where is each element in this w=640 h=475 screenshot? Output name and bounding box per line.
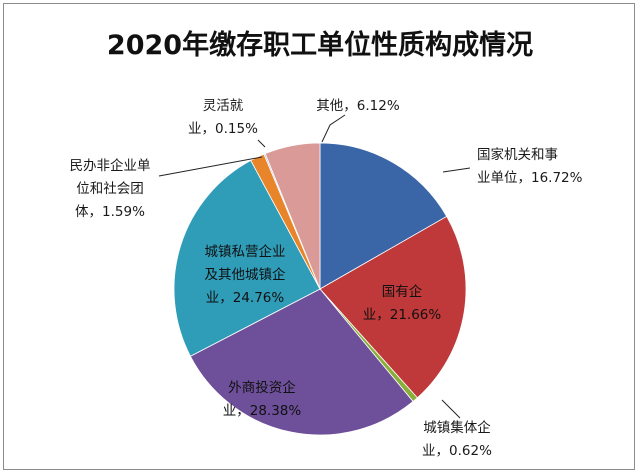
slice-label-line: 业，24.76% [206, 290, 285, 306]
leader-lines [158, 114, 471, 419]
pie-slices [173, 142, 467, 436]
slice-label-line: 体，1.59% [75, 204, 145, 220]
slice-other [264, 142, 321, 290]
slice-label-line: 其他，6.12% [316, 98, 400, 114]
leader-line-flexible [257, 139, 266, 148]
slice-label-line: 业，0.15% [188, 121, 258, 137]
leader-line-urban-collective [441, 399, 461, 419]
chart-title: 2020年缴存职工单位性质构成情况 [107, 29, 533, 61]
slice-label-foreign-invested: 外商投资企业，28.38% [223, 379, 302, 419]
slice-label-state-owned: 国有企业，21.66% [363, 283, 442, 323]
leader-line-other [321, 114, 346, 143]
slice-label-line: 位和社会团 [76, 181, 144, 197]
slice-label-line: 城镇集体企 [423, 419, 491, 436]
slice-label-private-urban: 城镇私营企业及其他城镇企业，24.76% [205, 243, 286, 306]
slice-label-urban-collective: 城镇集体企业，0.62% [422, 419, 492, 459]
slice-label-line: 国有企 [382, 283, 423, 300]
leader-line-non-profit [158, 156, 263, 177]
slice-label-non-profit: 民办非企业单位和社会团体，1.59% [70, 157, 151, 220]
slice-label-line: 及其他城镇企 [205, 266, 286, 283]
leader-line-state-agencies [442, 167, 471, 173]
slice-state-owned [319, 215, 467, 399]
slice-label-flexible: 灵活就业，0.15% [188, 98, 258, 137]
slice-label-line: 灵活就 [203, 98, 244, 114]
slice-label-line: 国家机关和事 [477, 146, 558, 163]
slice-foreign-invested [189, 288, 414, 436]
slice-private-urban [173, 159, 321, 357]
slice-label-other: 其他，6.12% [316, 98, 400, 114]
slice-label-line: 业，21.66% [363, 307, 442, 323]
slice-label-line: 外商投资企 [228, 379, 296, 396]
slice-state-agencies [319, 142, 448, 290]
slice-label-line: 业，28.38% [223, 403, 302, 419]
slice-label-state-agencies: 国家机关和事业单位，16.72% [477, 146, 583, 186]
slice-label-line: 民办非企业单 [70, 157, 151, 174]
slice-label-line: 城镇私营企业 [205, 243, 286, 260]
slice-label-line: 业单位，16.72% [477, 170, 583, 186]
slice-labels: 国家机关和事业单位，16.72% 国有企业，21.66% 城镇集体企业，0.62% 外… [70, 98, 583, 459]
slice-label-line: 业，0.62% [422, 443, 492, 459]
